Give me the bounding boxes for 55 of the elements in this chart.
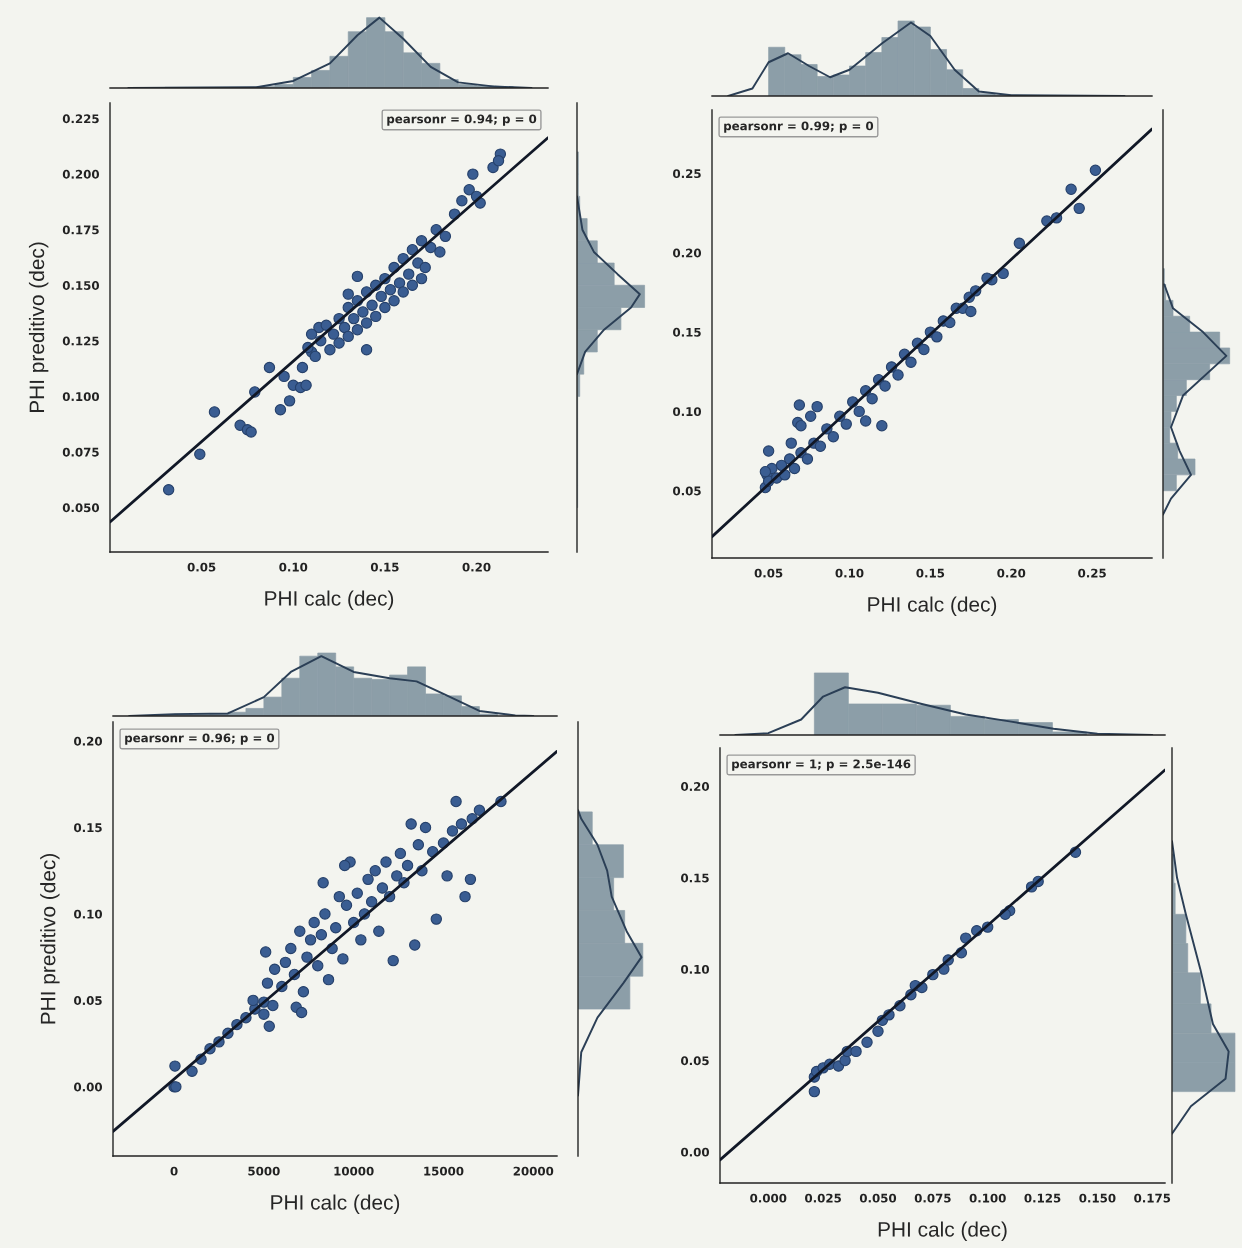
y-tick-label: 0.150: [62, 280, 100, 290]
x-tick-label: 15000: [424, 1166, 464, 1176]
x-tick-label: 0.150: [1079, 1193, 1116, 1203]
x-tick-label: 0.15: [916, 568, 945, 578]
x-axis-title: PHI calc (dec): [271, 1194, 400, 1214]
x-tick-label: 0.050: [859, 1193, 897, 1203]
x-tick-label: 0.25: [1078, 568, 1106, 578]
x-axis-title: PHI calc (dec): [868, 596, 997, 616]
y-tick-label: 0.05: [673, 486, 701, 496]
y-tick-label: 0.075: [62, 447, 99, 457]
x-tick-label: 20000: [513, 1166, 554, 1176]
y-tick-label: 0.00: [681, 1147, 710, 1157]
y-tick-label: 0.15: [74, 823, 102, 833]
x-tick-label: 0.075: [914, 1193, 951, 1203]
x-tick-label: 5000: [248, 1166, 280, 1176]
y-tick-label: 0.05: [681, 1056, 709, 1066]
y-tick-label: 0.00: [74, 1082, 103, 1092]
annotation: pearsonr = 1; p = 2.5e-146: [732, 759, 911, 771]
x-tick-label: 0.125: [1024, 1193, 1061, 1203]
y-tick-label: 0.200: [62, 169, 100, 179]
y-tick-label: 0.20: [74, 736, 103, 746]
annotation: pearsonr = 0.96; p = 0: [125, 733, 275, 745]
x-tick-label: 0.10: [279, 562, 308, 572]
y-tick-label: 0.175: [62, 225, 99, 235]
y-tick-label: 0.15: [673, 327, 701, 337]
y-tick-label: 0.225: [62, 114, 99, 124]
x-tick-label: 0.05: [754, 568, 783, 578]
x-tick-label: 0.20: [462, 562, 491, 572]
y-tick-label: 0.05: [74, 996, 102, 1006]
y-tick-label: 0.125: [62, 336, 99, 346]
x-tick-label: 0.10: [835, 568, 864, 578]
x-tick-label: 0.05: [187, 562, 216, 572]
x-axis-title: PHI calc (dec): [878, 1221, 1007, 1241]
x-axis-title: PHI calc (dec): [265, 590, 394, 610]
x-tick-label: 0.025: [805, 1193, 841, 1203]
y-tick-label: 0.10: [74, 909, 103, 919]
annotation: pearsonr = 0.94; p = 0: [387, 114, 537, 126]
x-tick-label: 0.175: [1134, 1193, 1171, 1203]
y-tick-label: 0.15: [681, 873, 709, 883]
x-tick-label: 0: [170, 1166, 178, 1176]
y-tick-label: 0.050: [62, 503, 100, 513]
y-tick-label: 0.20: [673, 248, 702, 258]
x-tick-label: 0.000: [750, 1193, 787, 1203]
y-tick-label: 0.100: [62, 392, 100, 402]
x-tick-label: 0.20: [997, 568, 1026, 578]
y-tick-label: 0.25: [673, 169, 701, 179]
y-axis-title: PHI preditivo (dec): [40, 854, 60, 1024]
x-tick-label: 0.100: [969, 1193, 1006, 1203]
y-tick-label: 0.10: [681, 964, 710, 974]
y-tick-label: 0.10: [673, 407, 702, 417]
x-tick-label: 10000: [334, 1166, 374, 1176]
y-axis-title: PHI preditivo (dec): [28, 242, 49, 413]
y-tick-label: 0.20: [681, 782, 710, 792]
annotation: pearsonr = 0.99; p = 0: [724, 121, 874, 133]
x-tick-label: 0.15: [370, 562, 399, 572]
